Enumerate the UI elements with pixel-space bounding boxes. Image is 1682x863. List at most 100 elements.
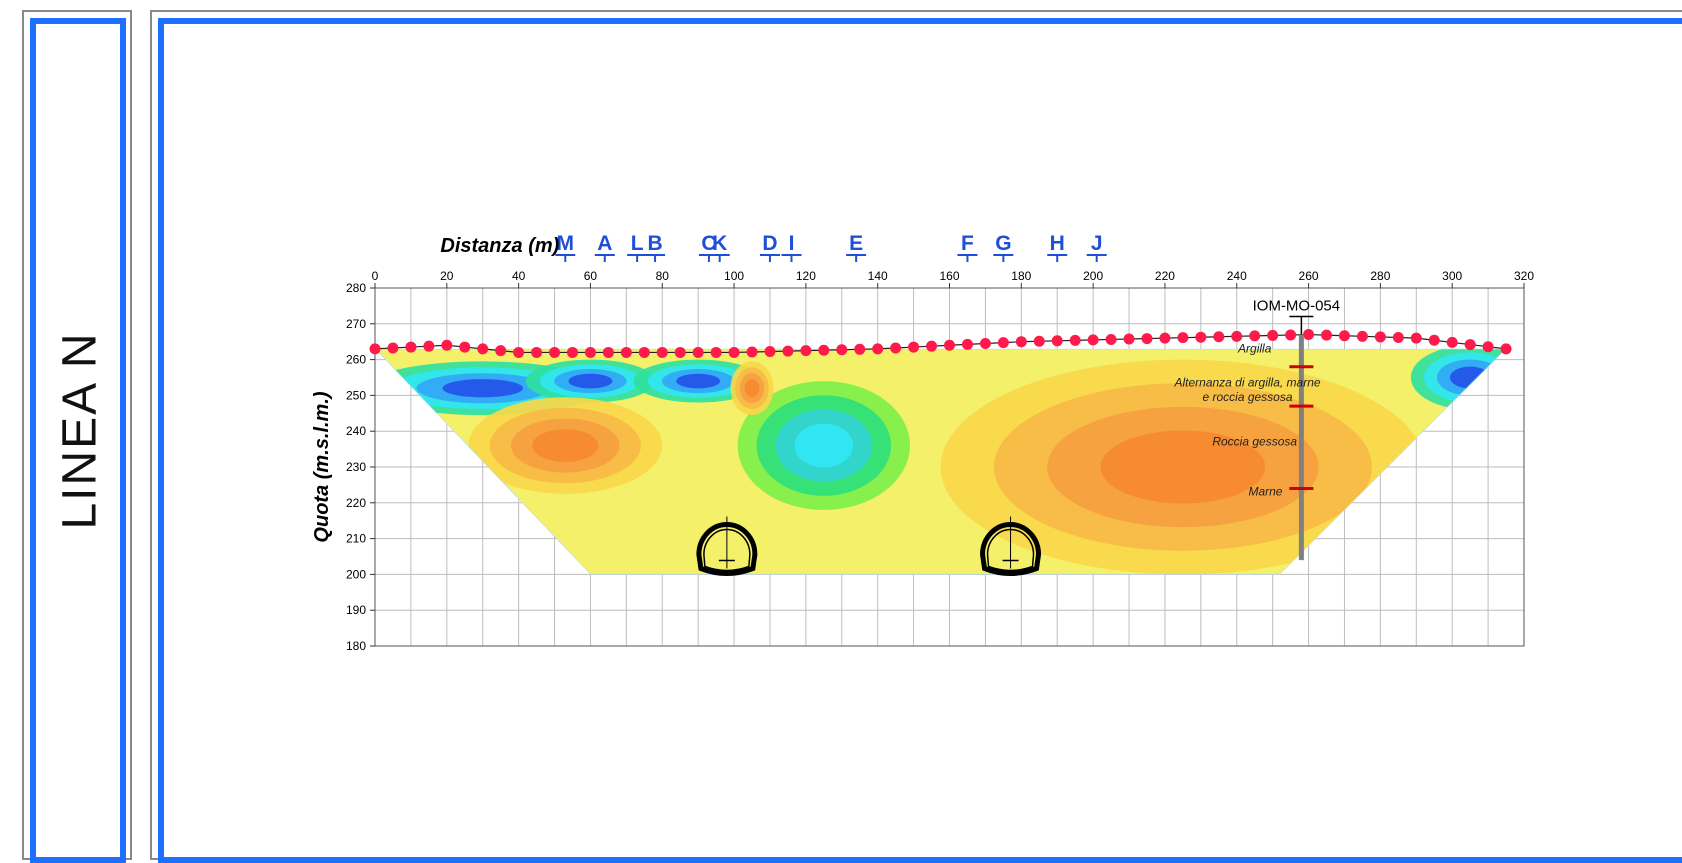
x-axis-label: Distanza (m)	[440, 235, 559, 257]
resistivity-anomaly	[744, 379, 760, 398]
electrode-point	[818, 344, 830, 356]
marker-label: I	[789, 232, 795, 255]
x-tick-label: 260	[1299, 269, 1319, 283]
x-tick-label: 100	[724, 269, 744, 283]
marker-label: K	[712, 232, 727, 255]
electrode-point	[1392, 332, 1404, 344]
x-tick-label: 180	[1011, 269, 1031, 283]
electrode-point	[908, 341, 920, 353]
electrode-point	[405, 341, 417, 353]
resistivity-anomaly	[676, 373, 721, 389]
electrode-point	[1356, 330, 1368, 342]
electrode-point	[854, 343, 866, 355]
electrode-point	[997, 337, 1009, 349]
electrode-point	[728, 346, 740, 358]
layer-label: e roccia gessosa	[1202, 390, 1292, 404]
electrode-point	[1105, 333, 1117, 345]
electrode-point	[1195, 331, 1207, 343]
electrode-point	[746, 346, 758, 358]
overlays: IOM-MO-054 Argilla Alternanza di argilla, …	[369, 232, 1512, 576]
electrode-point	[369, 343, 381, 355]
marker-label: D	[762, 232, 777, 255]
layer-label: Alternanza di argilla, marne	[1173, 375, 1320, 389]
electrode-point	[836, 344, 848, 356]
electrode-point	[890, 342, 902, 354]
electrode-point	[1285, 329, 1297, 341]
marker-label: E	[849, 232, 863, 255]
y-tick-label: 270	[346, 317, 366, 331]
electrode-point	[584, 346, 596, 358]
topography-line	[374, 333, 1507, 354]
electrode-point	[620, 346, 632, 358]
marker-label: F	[961, 232, 974, 255]
tunnel-section	[980, 516, 1042, 576]
electrode-point	[1338, 330, 1350, 342]
electrode-point	[800, 345, 812, 357]
x-tick-label: 120	[796, 269, 816, 283]
resistivity-anomaly	[794, 423, 854, 468]
x-tick-label: 140	[868, 269, 888, 283]
y-tick-label: 260	[346, 353, 366, 367]
electrode-point	[692, 346, 704, 358]
axes: 0 20 40 60 80 100 120 140 160 180 200 220 240 260 280 3…	[346, 269, 1534, 653]
electrode-point	[1123, 333, 1135, 345]
resistivity-anomaly	[1449, 366, 1491, 389]
marker-label: C	[701, 232, 716, 255]
electrode-point	[1087, 334, 1099, 346]
x-tick-label: 320	[1514, 269, 1534, 283]
electrode-point	[1267, 329, 1279, 341]
electrode-point	[656, 346, 668, 358]
electrode-point	[1015, 336, 1027, 348]
y-tick-label: 240	[346, 424, 366, 438]
y-tick-label: 280	[346, 281, 366, 295]
y-axis-label: Quota (m.s.l.m.)	[311, 391, 333, 542]
y-tick-label: 230	[346, 460, 366, 474]
marker-label: A	[597, 232, 612, 255]
marker-label: G	[995, 232, 1011, 255]
electrode-point	[566, 346, 578, 358]
tunnel-inner	[703, 528, 751, 572]
electrode-point	[495, 345, 507, 357]
tunnel-lining	[696, 522, 758, 576]
section-outline	[375, 348, 1507, 575]
electrode-point	[1141, 333, 1153, 345]
x-tick-label: 40	[512, 269, 526, 283]
x-tick-label: 60	[584, 269, 598, 283]
y-tick-label: 210	[346, 532, 366, 546]
electrode-point	[1482, 341, 1494, 353]
electrode-point	[979, 337, 991, 349]
electrode-point	[1177, 332, 1189, 344]
layer-label: Roccia gessosa	[1212, 435, 1297, 449]
electrode-point	[549, 346, 561, 358]
x-tick-label: 20	[440, 269, 454, 283]
electrode-point	[638, 346, 650, 358]
electrode-point	[764, 346, 776, 358]
resistivity-anomaly	[568, 373, 613, 389]
electrode-point	[1410, 332, 1422, 344]
electrode-point	[513, 346, 525, 358]
x-tick-label: 0	[372, 269, 379, 283]
layer-label: Argilla	[1237, 341, 1272, 355]
electrode-point	[423, 340, 435, 352]
tunnel-lining	[980, 522, 1042, 576]
resistivity-anomaly	[1100, 430, 1266, 504]
electrode-point	[477, 343, 489, 355]
electrode-point	[1303, 329, 1315, 341]
electrode-point	[1464, 339, 1476, 351]
electrode-point	[1500, 343, 1512, 355]
layer-label: Marne	[1248, 485, 1282, 499]
y-tick-label: 220	[346, 496, 366, 510]
y-tick-label: 190	[346, 603, 366, 617]
y-tick-label: 180	[346, 639, 366, 653]
resistivity-anomaly	[532, 429, 599, 462]
resistivity-anomaly	[442, 379, 524, 398]
y-tick-label: 200	[346, 567, 366, 581]
y-tick-label: 250	[346, 388, 366, 402]
electrode-point	[1051, 335, 1063, 347]
electrode-point	[1428, 334, 1440, 346]
electrode-point	[531, 346, 543, 358]
electrode-point	[602, 346, 614, 358]
tunnel-section	[696, 516, 758, 576]
section-heatmap	[375, 348, 1507, 575]
marker-label: M	[557, 232, 575, 255]
